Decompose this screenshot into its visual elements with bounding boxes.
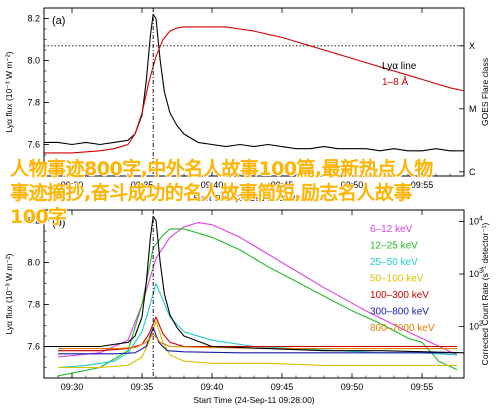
legend-entry: 50–100 keV xyxy=(370,274,424,285)
x-tick-label: 09:40 xyxy=(201,180,224,190)
series-line-5 xyxy=(58,327,457,355)
plot-frame xyxy=(43,7,465,177)
x-tick-label: 09:50 xyxy=(341,382,364,392)
series-line-6 xyxy=(58,333,457,350)
x-tick-label: 09:55 xyxy=(411,382,434,392)
legend-entry: 6–12 keV xyxy=(370,224,413,235)
right-tick-label: 103 xyxy=(469,268,483,279)
panel-label: (a) xyxy=(52,15,65,27)
x-tick-label: 09:35 xyxy=(131,382,154,392)
x-tick-label: 09:45 xyxy=(271,382,294,392)
series-line-0 xyxy=(57,222,458,358)
right-tick-label: C xyxy=(469,167,476,177)
panel-label: (b) xyxy=(52,217,65,229)
x-tick-label: 09:30 xyxy=(61,382,84,392)
x-tick-label: 09:55 xyxy=(411,180,434,190)
series-line-1 xyxy=(44,26,464,154)
x-tick-label: 09:30 xyxy=(61,180,84,190)
y-tick-label: 8.0 xyxy=(27,56,40,66)
right-tick-label: X xyxy=(469,41,475,51)
right-tick-label: M xyxy=(469,104,477,114)
series-line-3 xyxy=(58,320,457,369)
series-line-4 xyxy=(58,316,457,352)
right-axis-label: Corrected Count Rate (s⁻¹ detector⁻¹) xyxy=(480,223,490,366)
legend-entry: 25–50 keV xyxy=(370,257,418,268)
panel-a: 09:30 09:35 09:40 09:45 09:50 09:55 Start Time… xyxy=(4,7,490,203)
legend-entry: 300–800 keV xyxy=(370,307,429,318)
x-tick-label: 09:45 xyxy=(271,180,294,190)
series-line-2 xyxy=(57,282,458,369)
x-tick-label: 09:35 xyxy=(131,180,154,190)
y-axis-label: Lyα flux (10⁻³ W m⁻²) xyxy=(4,51,14,132)
legend-entry: 100–300 keV xyxy=(370,290,429,301)
legend-entry: Lyα line xyxy=(382,61,417,72)
series-group xyxy=(44,215,464,377)
y-tick-label: 7.8 xyxy=(27,300,40,310)
y-tick-label: 8.2 xyxy=(27,14,40,24)
legend: 6–12 keV 12–25 keV 25–50 keV 50–100 keV 100–… xyxy=(370,224,435,334)
series-line-0 xyxy=(44,13,464,152)
right-tick-label: 102 xyxy=(469,321,483,332)
legend-entry: 800–7000 keV xyxy=(370,323,435,334)
y-tick-label: 7.6 xyxy=(27,342,40,352)
legend-entry: 1–8 Å xyxy=(382,75,408,88)
legend: Lyα line 1–8 Å xyxy=(382,61,417,88)
right-axis-label: GOES Flare class xyxy=(480,58,490,126)
x-axis-label: Start Time (24-Sep-11 09:28:00) xyxy=(193,193,314,203)
x-tick-label: 09:50 xyxy=(341,180,364,190)
y-tick-label: 8.0 xyxy=(27,258,40,268)
x-axis-label: Start Time (24-Sep-11 09:28:00) xyxy=(193,395,314,405)
x-tick-label: 09:40 xyxy=(201,382,224,392)
y-tick-label: 8.2 xyxy=(27,216,40,226)
series-line-7 xyxy=(44,215,464,354)
y-tick-label: 7.6 xyxy=(27,140,40,150)
panel-b: 09:30 09:35 09:40 09:45 09:50 09:55 Start Time… xyxy=(4,209,490,405)
series-line-1 xyxy=(57,228,458,377)
series-group xyxy=(44,13,464,154)
y-tick-label: 7.8 xyxy=(27,98,40,108)
legend-entry: 12–25 keV xyxy=(370,241,418,252)
right-tick-label: 104 xyxy=(469,216,483,227)
y-axis-label: Lyα flux (10⁻³ W m⁻²) xyxy=(4,253,14,334)
